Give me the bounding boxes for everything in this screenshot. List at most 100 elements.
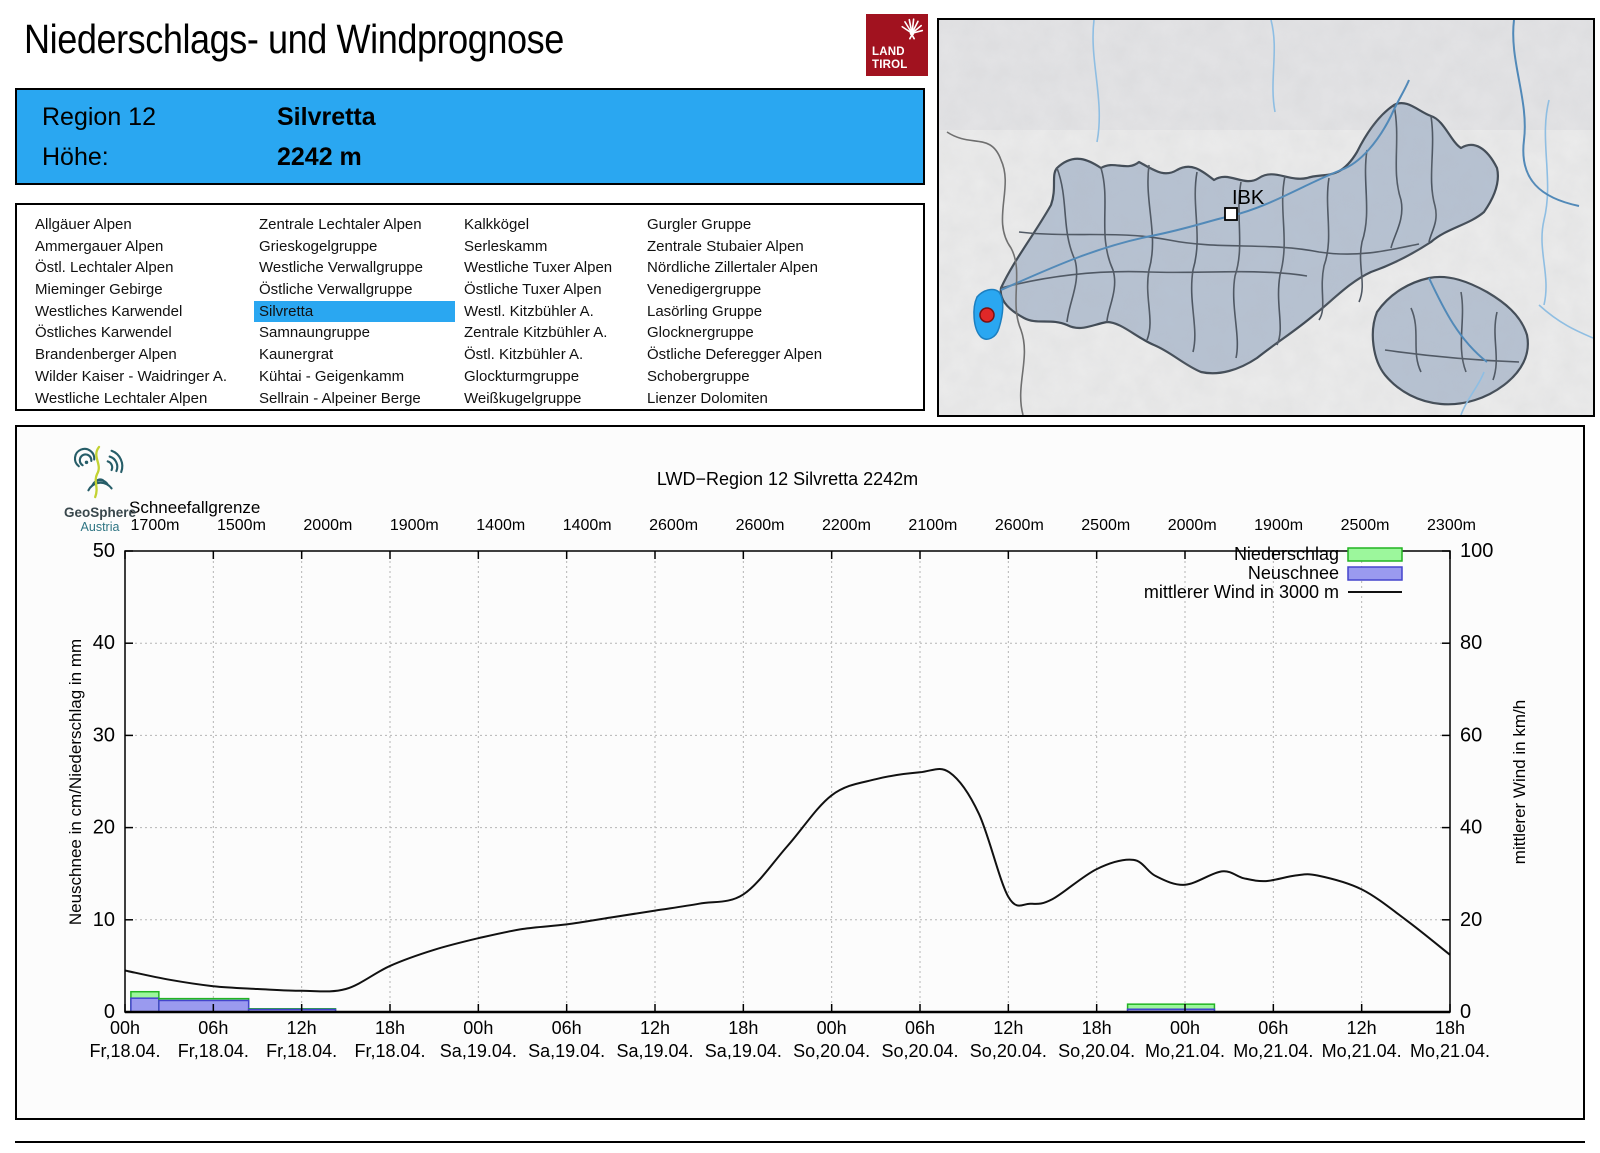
snowline-value: 1900m bbox=[390, 517, 439, 534]
chart-frame bbox=[124, 550, 1451, 1013]
snowline-value: 1400m bbox=[563, 517, 612, 534]
y-tick-left-label: 30 bbox=[93, 724, 115, 746]
x-tick-hour-label: 06h bbox=[905, 1018, 935, 1038]
snowline-value: 1400m bbox=[476, 517, 525, 534]
region-item[interactable]: Nördliche Zillertaler Alpen bbox=[647, 259, 818, 277]
region-item[interactable]: Östl. Lechtaler Alpen bbox=[35, 259, 174, 277]
region-item-selected[interactable]: Silvretta bbox=[254, 300, 455, 323]
geosphere-name: GeoSphere bbox=[63, 505, 137, 520]
legend-swatch bbox=[1347, 547, 1403, 562]
tirol-eagle-icon bbox=[901, 18, 924, 40]
x-tick-hour-label: 18h bbox=[1082, 1018, 1112, 1038]
snowline-value: 2000m bbox=[1168, 517, 1217, 534]
y-tick-right-label: 20 bbox=[1460, 909, 1482, 931]
x-tick-hour-label: 12h bbox=[287, 1018, 317, 1038]
region-item[interactable]: Ammergauer Alpen bbox=[35, 237, 164, 255]
region-item[interactable]: Westliche Lechtaler Alpen bbox=[35, 389, 208, 407]
region-item[interactable]: Wilder Kaiser - Waidringer A. bbox=[35, 367, 227, 385]
snowline-value: 2600m bbox=[736, 517, 785, 534]
region-item[interactable]: Westliches Karwendel bbox=[35, 302, 183, 320]
region-item[interactable]: Lienzer Dolomiten bbox=[647, 389, 768, 407]
y-tick-right-label: 60 bbox=[1460, 724, 1482, 746]
chart-title: LWD−Region 12 Silvretta 2242m bbox=[657, 469, 918, 489]
forecast-chart-panel: GeoSphere Austria 00h Fr,18.04. 06h Fr,18.0… bbox=[15, 425, 1585, 1120]
x-tick-hour-label: 06h bbox=[1258, 1018, 1288, 1038]
x-tick-hour-label: 12h bbox=[993, 1018, 1023, 1038]
left-axis-title: Neuschnee in cm/Niederschlag in mm bbox=[66, 639, 85, 925]
snowline-label: Schneefallgrenze bbox=[129, 498, 260, 517]
snowline-value: 2500m bbox=[1081, 517, 1130, 534]
x-tick-hour-label: 00h bbox=[1170, 1018, 1200, 1038]
x-tick-date-label: Fr,18.04. bbox=[354, 1041, 425, 1061]
region-item[interactable]: Zentrale Kitzbühler A. bbox=[464, 324, 608, 342]
map-selected-region-marker bbox=[979, 307, 995, 323]
region-item[interactable]: Grieskogelgruppe bbox=[259, 237, 378, 255]
region-name-value: Silvretta bbox=[277, 103, 376, 131]
tirol-map[interactable]: IBK bbox=[937, 18, 1595, 417]
x-tick-hour-label: 00h bbox=[110, 1018, 140, 1038]
altitude-value: 2242 m bbox=[277, 143, 362, 171]
snowline-value: 2600m bbox=[649, 517, 698, 534]
region-item[interactable]: Gurgler Gruppe bbox=[647, 216, 752, 233]
region-list-column: Kalkkögel Serleskamm Westliche Tuxer Alpen… bbox=[459, 214, 639, 409]
y-tick-left-label: 40 bbox=[93, 632, 115, 654]
snowline-value: 1900m bbox=[1254, 517, 1303, 534]
x-tick-date-label: Sa,19.04. bbox=[705, 1041, 782, 1061]
region-item[interactable]: Serleskamm bbox=[464, 237, 548, 255]
region-list-column: Allgäuer Alpen Ammergauer Alpen Östl. Lech… bbox=[30, 214, 255, 409]
x-tick-date-label: Fr,18.04. bbox=[178, 1041, 249, 1061]
page-footer-rule bbox=[15, 1141, 1585, 1143]
region-item[interactable]: Westliche Verwallgruppe bbox=[259, 259, 423, 277]
legend-label: Niederschlag bbox=[1234, 544, 1339, 564]
x-tick-date-label: Sa,19.04. bbox=[616, 1041, 693, 1061]
x-tick-hour-label: 00h bbox=[463, 1018, 493, 1038]
x-tick-date-label: Mo,21.04. bbox=[1410, 1041, 1490, 1061]
region-item[interactable]: Kalkkögel bbox=[464, 216, 530, 233]
x-tick-date-label: Fr,18.04. bbox=[89, 1041, 160, 1061]
region-item[interactable]: Östliche Tuxer Alpen bbox=[464, 281, 602, 299]
region-item[interactable]: Östl. Kitzbühler A. bbox=[464, 346, 584, 364]
region-item[interactable]: Östliches Karwendel bbox=[35, 324, 172, 342]
region-item[interactable]: Westl. Kitzbühler A. bbox=[464, 302, 594, 320]
region-list-column: Gurgler Gruppe Zentrale Stubaier Alpen Nör… bbox=[642, 214, 912, 409]
snowline-value: 2200m bbox=[822, 517, 871, 534]
x-tick-date-label: Sa,19.04. bbox=[528, 1041, 605, 1061]
region-item[interactable]: Kühtai - Geigenkamm bbox=[259, 367, 405, 385]
region-item[interactable]: Zentrale Lechtaler Alpen bbox=[259, 216, 422, 233]
region-item[interactable]: Lasörling Gruppe bbox=[647, 302, 763, 320]
y-tick-left-label: 50 bbox=[93, 540, 115, 562]
region-info-box: Region 12 Silvretta Höhe: 2242 m bbox=[15, 88, 925, 185]
region-item[interactable]: Westliche Tuxer Alpen bbox=[464, 259, 613, 277]
region-item[interactable]: Schobergruppe bbox=[647, 367, 750, 385]
region-item[interactable]: Östliche Verwallgruppe bbox=[259, 281, 413, 299]
x-tick-date-label: Sa,19.04. bbox=[440, 1041, 517, 1061]
region-item[interactable]: Glockturmgruppe bbox=[464, 367, 580, 385]
x-tick-date-label: Mo,21.04. bbox=[1145, 1041, 1225, 1061]
region-item[interactable]: Weißkugelgruppe bbox=[464, 389, 582, 407]
x-tick-date-label: So,20.04. bbox=[881, 1041, 958, 1061]
y-tick-right-label: 0 bbox=[1460, 1001, 1471, 1023]
region-item[interactable]: Brandenberger Alpen bbox=[35, 346, 177, 364]
wind-line bbox=[124, 767, 1451, 993]
snowline-value: 2600m bbox=[995, 517, 1044, 534]
region-item[interactable]: Kaunergrat bbox=[259, 346, 334, 364]
y-tick-right-label: 40 bbox=[1460, 817, 1482, 839]
snowline-value: 1700m bbox=[131, 517, 180, 534]
region-number-label: Region 12 bbox=[42, 103, 156, 131]
region-item[interactable]: Samnaungruppe bbox=[259, 324, 370, 342]
x-tick-date-label: Mo,21.04. bbox=[1322, 1041, 1402, 1061]
region-item[interactable]: Zentrale Stubaier Alpen bbox=[647, 237, 804, 255]
region-item[interactable]: Glocknergruppe bbox=[647, 324, 754, 342]
x-tick-date-label: So,20.04. bbox=[793, 1041, 870, 1061]
region-item[interactable]: Allgäuer Alpen bbox=[35, 216, 132, 233]
x-tick-hour-label: 06h bbox=[198, 1018, 228, 1038]
x-tick-date-label: So,20.04. bbox=[1058, 1041, 1135, 1061]
region-item[interactable]: Östliche Deferegger Alpen bbox=[647, 346, 823, 364]
region-item[interactable]: Venedigergruppe bbox=[647, 281, 762, 299]
y-tick-left-label: 10 bbox=[93, 909, 115, 931]
x-tick-hour-label: 18h bbox=[375, 1018, 405, 1038]
legend-label: mittlerer Wind in 3000 m bbox=[1144, 582, 1339, 602]
y-tick-right-label: 100 bbox=[1460, 540, 1493, 562]
region-item[interactable]: Sellrain - Alpeiner Berge bbox=[259, 389, 421, 407]
region-item[interactable]: Mieminger Gebirge bbox=[35, 281, 163, 299]
